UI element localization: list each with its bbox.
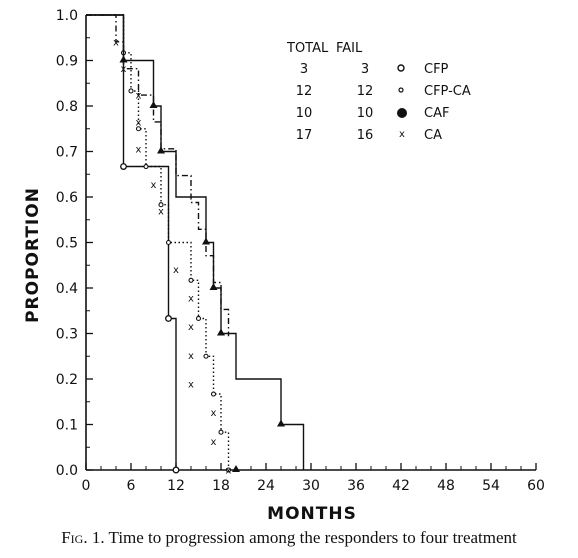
x-tick-labels: 0 6 12 18 24 30 36 42 48 54 60 bbox=[82, 478, 545, 494]
legend-marker-cfp bbox=[397, 64, 405, 72]
point-ca: x bbox=[173, 265, 179, 276]
point-cfp-ca bbox=[188, 277, 194, 283]
y-tick-label: 0.3 bbox=[56, 327, 78, 343]
point-ca: x bbox=[226, 466, 232, 477]
y-tick-label: 0.0 bbox=[56, 463, 78, 479]
x-tick-label: 6 bbox=[127, 478, 136, 494]
x-tick-label: 54 bbox=[482, 478, 500, 494]
x-axis-label: MONTHS bbox=[267, 504, 357, 524]
point-caf bbox=[202, 237, 210, 245]
point-caf bbox=[157, 146, 165, 154]
legend-fail-ca: 16 bbox=[357, 128, 374, 143]
point-cfp-ca bbox=[225, 467, 232, 473]
y-tick-labels: 0.0 0.1 0.2 0.3 0.4 0.5 0.6 0.7 0.8 0.9 1.0 bbox=[56, 8, 78, 479]
legend-fail-cfp-ca: 12 bbox=[357, 84, 374, 99]
point-cfp-ca bbox=[158, 202, 164, 208]
legend-label-ca: CA bbox=[424, 128, 442, 143]
legend-header-total: TOTAL bbox=[286, 41, 329, 56]
legend-total-cfp: 3 bbox=[300, 62, 308, 77]
y-tick-label: 0.2 bbox=[56, 372, 78, 388]
point-ca: x bbox=[136, 144, 142, 155]
legend-header-fail: FAIL bbox=[336, 41, 363, 56]
legend-marker-ca: x bbox=[399, 129, 405, 140]
x-tick-label: 18 bbox=[212, 478, 230, 494]
point-ca: x bbox=[188, 322, 194, 333]
x-tick-label: 48 bbox=[437, 478, 455, 494]
legend-total-cfp-ca: 12 bbox=[296, 84, 313, 99]
legend-fail-cfp: 3 bbox=[361, 62, 369, 77]
point-ca: x bbox=[188, 351, 194, 362]
x-tick-label: 60 bbox=[527, 478, 545, 494]
point-caf bbox=[277, 419, 285, 427]
point-cfp bbox=[172, 466, 180, 474]
x-tick-label: 42 bbox=[392, 478, 410, 494]
y-tick-label: 0.9 bbox=[56, 54, 78, 70]
point-ca: x bbox=[188, 294, 194, 305]
legend-fail-caf: 10 bbox=[357, 106, 374, 121]
y-tick-label: 0.1 bbox=[56, 418, 78, 434]
legend-total-ca: 17 bbox=[296, 128, 313, 143]
x-tick-label: 30 bbox=[302, 478, 320, 494]
y-tick-label: 0.6 bbox=[56, 190, 78, 206]
x-tick-label: 12 bbox=[167, 478, 185, 494]
point-caf bbox=[149, 101, 158, 108]
legend-marker-caf bbox=[397, 108, 407, 118]
x-tick-label: 0 bbox=[82, 478, 91, 494]
point-ca: x bbox=[113, 37, 119, 48]
caption-text: Time to progression among the responders… bbox=[108, 528, 517, 547]
point-ca: x bbox=[158, 207, 164, 218]
point-cfp-ca bbox=[128, 88, 134, 94]
y-tick-label: 0.4 bbox=[56, 281, 78, 297]
y-axis-label: PROPORTION bbox=[23, 187, 43, 323]
point-cfp bbox=[165, 315, 172, 322]
point-ca: x bbox=[188, 380, 194, 391]
legend-label-caf: CAF bbox=[424, 106, 449, 121]
legend-total-caf: 10 bbox=[296, 106, 313, 121]
x-tick-label: 24 bbox=[257, 478, 275, 494]
point-caf bbox=[232, 465, 240, 472]
series-line-caf bbox=[86, 14, 305, 470]
legend-marker-cfp-ca bbox=[398, 87, 404, 93]
caption-prefix: Fig. 1. bbox=[61, 528, 105, 547]
point-cfp-ca bbox=[135, 126, 142, 132]
x-tick-label: 36 bbox=[347, 478, 365, 494]
y-tick-label: 0.7 bbox=[56, 145, 78, 161]
point-caf bbox=[209, 283, 218, 290]
point-ca: x bbox=[211, 408, 217, 419]
y-tick-label: 0.8 bbox=[56, 99, 78, 115]
legend-label-cfp-ca: CFP-CA bbox=[424, 84, 471, 99]
series-layer: x x x x x x x x x x x x x x x bbox=[86, 14, 305, 477]
point-cfp-ca bbox=[218, 429, 224, 435]
figure-caption: Fig. 1. Time to progression among the re… bbox=[0, 528, 578, 548]
point-cfp bbox=[120, 163, 127, 170]
point-cfp-ca bbox=[203, 353, 209, 359]
y-tick-label: 1.0 bbox=[56, 8, 78, 24]
point-ca: x bbox=[151, 180, 157, 191]
point-cfp-ca bbox=[143, 163, 149, 170]
legend: TOTAL FAIL 3 3 CFP 12 12 CFP-CA 10 10 CA… bbox=[286, 41, 471, 143]
point-ca: x bbox=[136, 117, 142, 128]
point-caf bbox=[217, 328, 225, 336]
point-ca: x bbox=[211, 437, 217, 448]
series-line-ca bbox=[86, 14, 230, 337]
legend-label-cfp: CFP bbox=[424, 62, 449, 77]
point-cfp-ca bbox=[210, 391, 217, 397]
y-tick-label: 0.5 bbox=[56, 236, 78, 252]
point-ca: x bbox=[121, 64, 127, 75]
point-ca: x bbox=[136, 91, 142, 102]
point-cfp-ca bbox=[195, 315, 202, 322]
point-cfp-ca bbox=[165, 239, 172, 246]
